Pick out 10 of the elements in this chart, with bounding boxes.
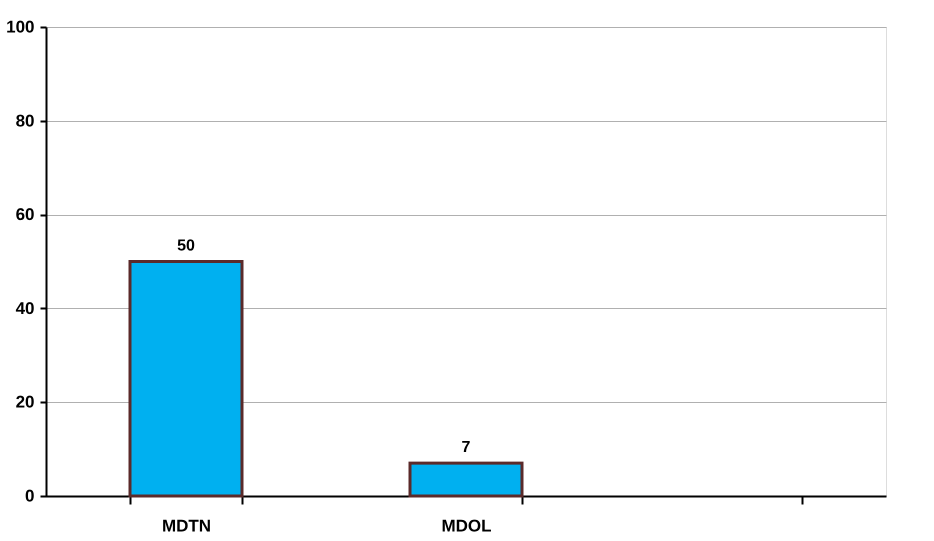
data-label: 50 <box>177 238 195 254</box>
y-tick-label: 40 <box>16 298 34 318</box>
y-tick-label: 100 <box>6 18 34 36</box>
y-tick-label: 0 <box>25 486 34 506</box>
x-tick-label: MDTN <box>162 516 212 536</box>
x-tick-label: MDOL <box>441 516 492 536</box>
data-label: 7 <box>462 439 471 456</box>
y-tick-label: 20 <box>16 392 34 412</box>
y-tick-label: 80 <box>16 111 34 130</box>
y-tick-label: 60 <box>16 205 34 224</box>
